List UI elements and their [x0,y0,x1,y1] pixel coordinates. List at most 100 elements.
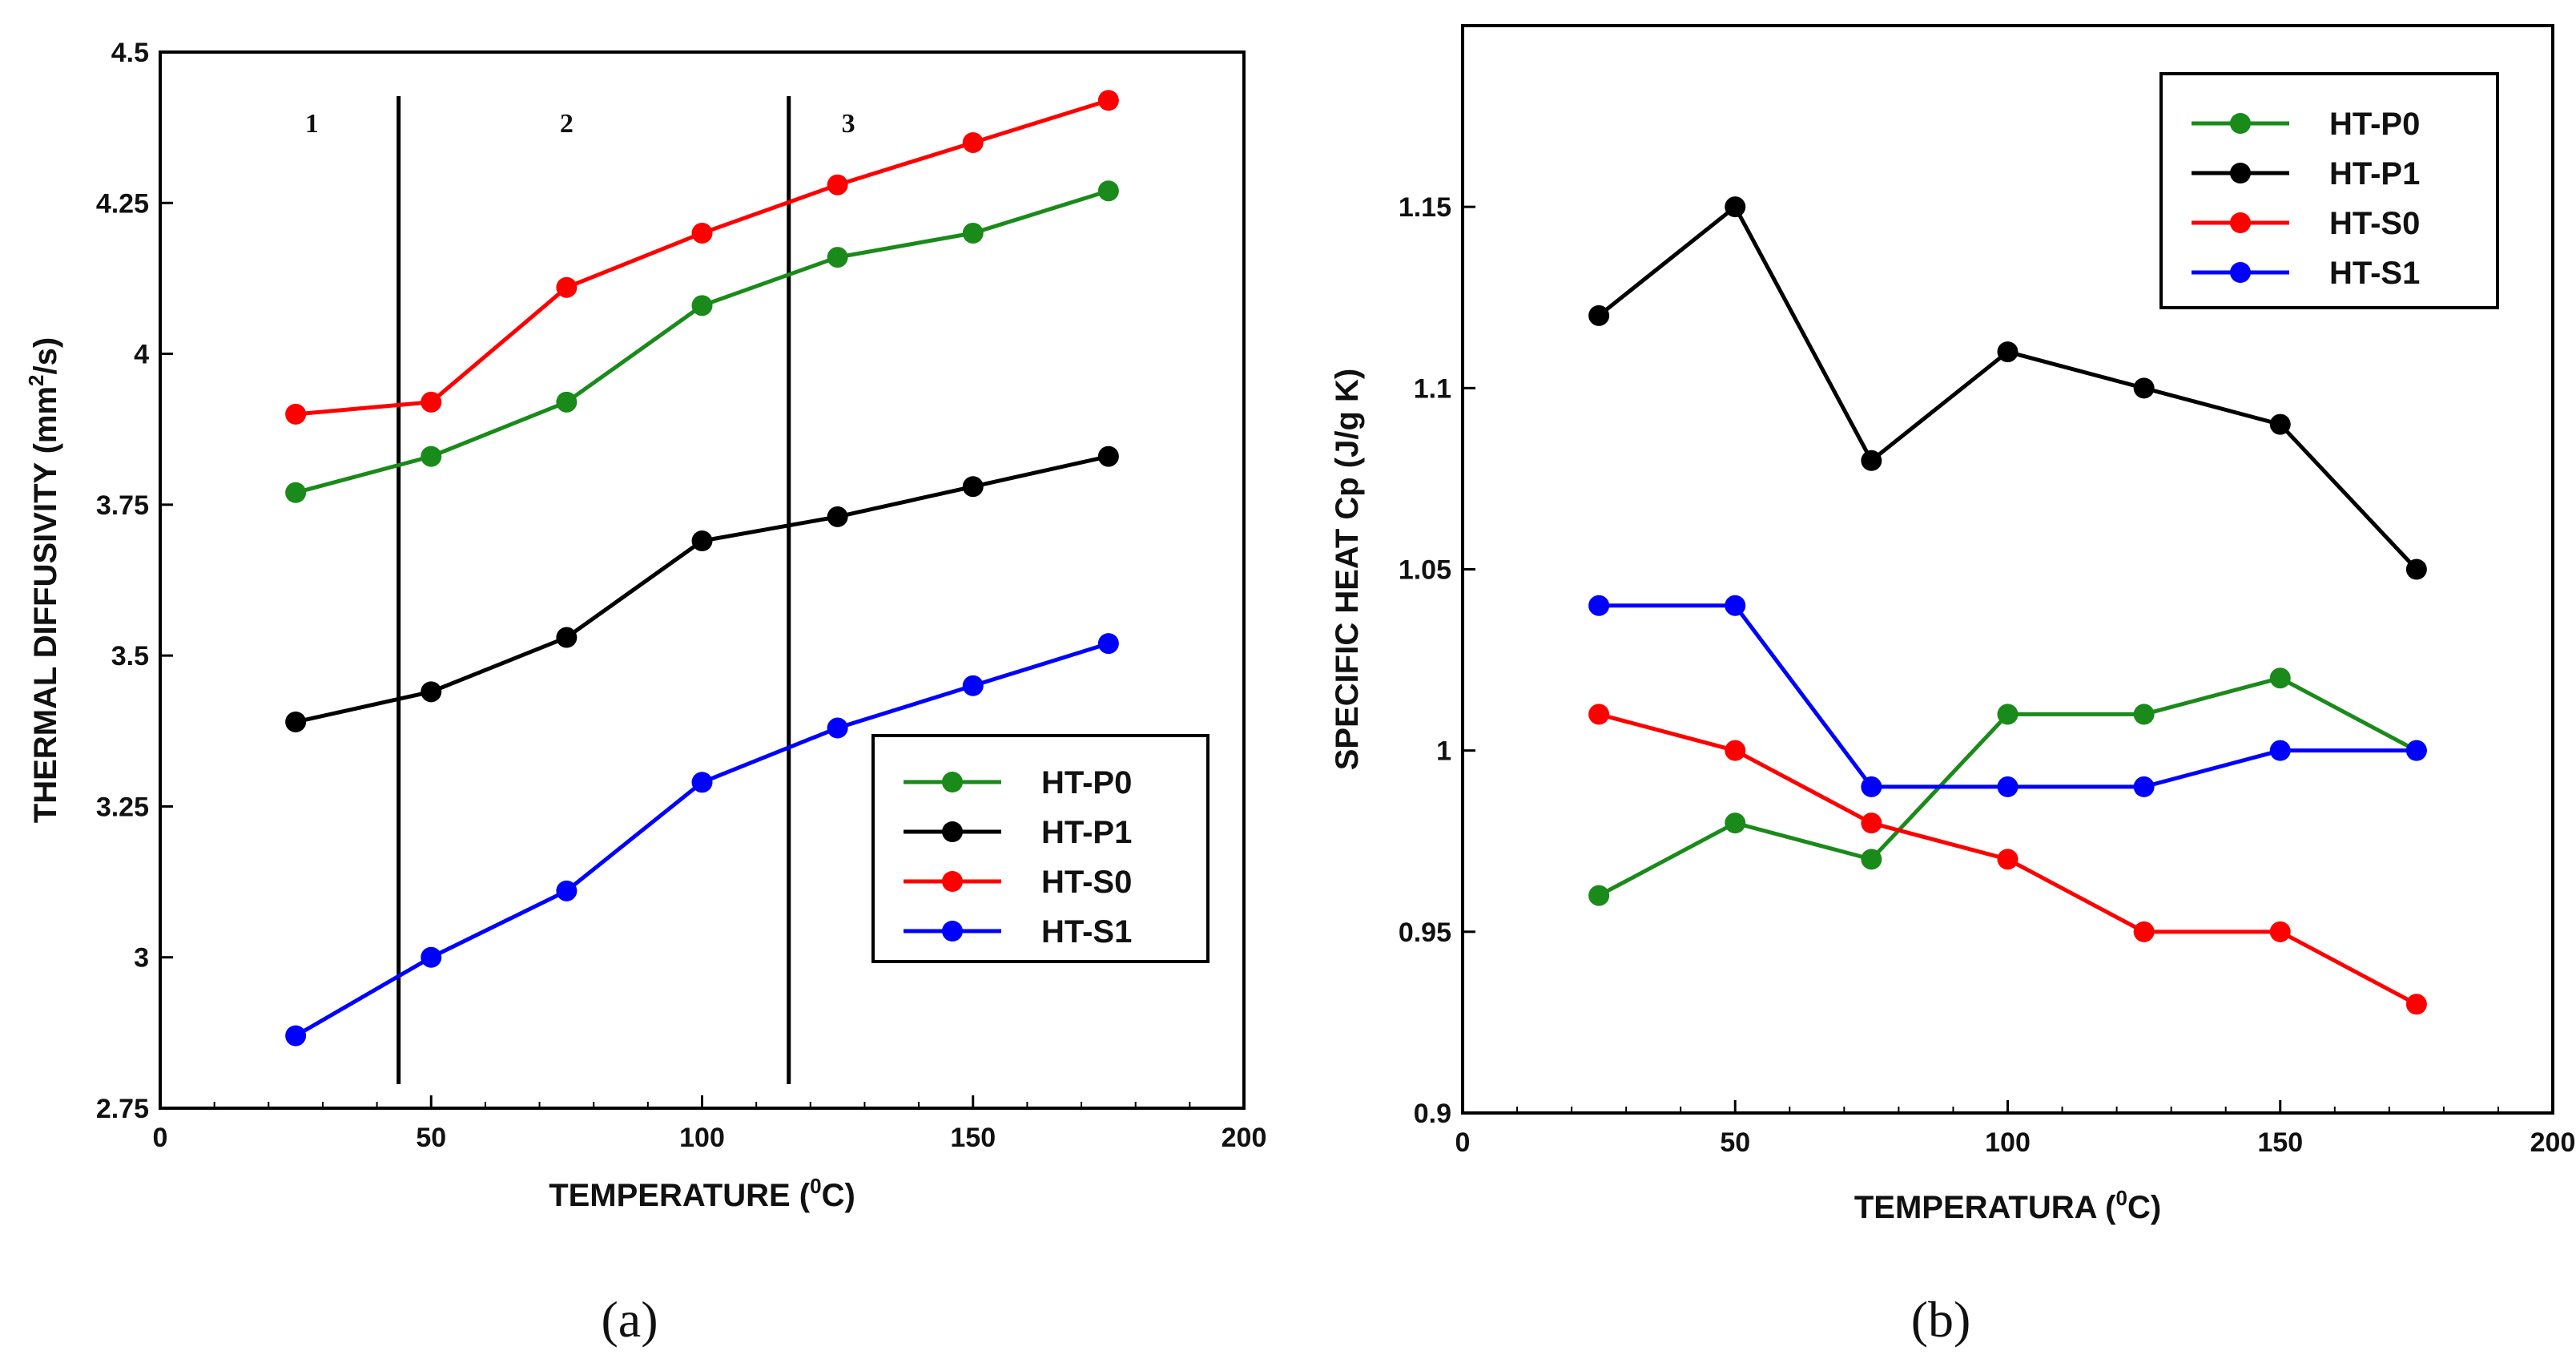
x-tick-label: 50 [416,1123,446,1153]
y-axis-label: SPECIFIC HEAT Cp (J/g K) [1330,369,1365,770]
y-tick-label: 1.05 [1399,555,1451,586]
x-axis-label: TEMPERATURE (0C) [549,1174,855,1213]
data-point-ht-p1 [2133,377,2155,399]
data-point-ht-s0 [1997,849,2019,870]
x-tick-label: 100 [679,1123,725,1153]
legend-box [2159,72,2499,309]
data-point-ht-s0 [1588,704,1610,725]
x-tick-label: 150 [950,1123,996,1153]
y-tick-label: 1.1 [1414,373,1451,404]
data-point-ht-s1 [2269,740,2291,761]
x-axis-label: TEMPERATURA (0C) [1854,1186,2161,1225]
data-point-ht-p0 [2133,704,2155,725]
legend-box [871,734,1210,963]
x-tick-label: 0 [1455,1127,1471,1158]
x-tick-label: 200 [1222,1123,1267,1153]
y-tick-label: 3.75 [96,490,149,521]
data-point-ht-p0 [1861,849,1882,870]
series-line-ht-s1 [1599,603,2417,789]
chart-panel-b: 0 50 100 150 200 0.9 0.95 1 1.05 1.1 1.15 TEMPERATU… [1330,24,2576,1348]
y-tick-label: 4.25 [96,188,149,219]
region-label: 3 [842,109,855,139]
data-point-ht-p1 [285,711,307,732]
x-tick-label: 200 [2530,1127,2576,1158]
data-point-ht-s0 [1725,740,1746,761]
data-point-ht-p0 [962,222,984,244]
region-label: 2 [560,109,574,139]
panel-label: (a) [601,1291,658,1348]
legend-label: HT-S0 [1041,865,1132,900]
data-point-ht-s0 [2269,921,2291,942]
data-point-ht-s1 [1588,595,1610,616]
legend-label: HT-P1 [1041,815,1132,850]
data-point-ht-p1 [2269,413,2291,435]
legend-label: HT-S1 [1041,914,1132,950]
y-tick-label: 1.15 [1399,192,1451,223]
legend-label: HT-P0 [1041,765,1132,800]
legend-swatch-marker [2230,262,2251,283]
data-point-ht-s1 [1861,776,1882,797]
data-point-ht-p0 [421,446,442,467]
data-point-ht-p1 [1861,450,1882,471]
legend-label: HT-P1 [2329,156,2420,192]
data-point-ht-p0 [1997,704,2019,725]
data-point-ht-p0 [1097,180,1119,202]
y-tick-label: 4.5 [111,38,149,68]
panel-label: (b) [1911,1291,1971,1348]
data-point-ht-s1 [2405,740,2427,761]
legend-swatch-marker [942,821,963,842]
y-axis-label: THERMAL DIFFUSIVITY (mm2/s) [24,337,63,823]
data-point-ht-s0 [2133,921,2155,942]
data-point-ht-p0 [827,247,848,268]
data-point-ht-s0 [1861,813,1882,834]
x-tick-label: 150 [2257,1127,2303,1158]
data-point-ht-s1 [1725,595,1746,616]
y-tick-label: 2.75 [96,1094,149,1124]
data-point-ht-p1 [1997,341,2019,363]
data-point-ht-s0 [421,391,442,413]
data-point-ht-p1 [827,506,848,527]
y-tick-label: 3.25 [96,792,149,822]
data-point-ht-p1 [691,530,713,552]
x-tick-label: 100 [1985,1127,2031,1158]
y-tick-label: 1 [1436,736,1451,767]
legend-swatch-marker [942,871,963,892]
y-tick-label: 0.9 [1414,1099,1451,1129]
y-tick-label: 3 [134,943,149,974]
y-tick-label: 4 [134,340,149,370]
data-point-ht-s1 [1097,633,1119,655]
data-point-ht-p0 [1725,813,1746,834]
data-point-ht-s0 [962,131,984,153]
data-point-ht-s1 [421,946,442,968]
legend-swatch-marker [2230,212,2251,233]
region-label: 1 [305,109,319,139]
data-point-ht-s0 [827,174,848,196]
data-point-ht-p1 [1097,446,1119,467]
data-point-ht-p1 [1725,196,1746,218]
data-point-ht-s1 [962,675,984,696]
legend-label: HT-S0 [2329,206,2420,241]
data-point-ht-s1 [556,880,578,901]
data-point-ht-s1 [827,717,848,739]
data-point-ht-p1 [1588,304,1610,326]
data-point-ht-s1 [285,1025,307,1046]
data-point-ht-p1 [2405,558,2427,580]
data-point-ht-s0 [556,276,578,298]
data-point-ht-s1 [1997,776,2019,797]
data-point-ht-s1 [691,772,713,793]
data-point-ht-s0 [2405,994,2427,1015]
legend-swatch-marker [2230,113,2251,134]
legend-swatch-marker [942,921,963,942]
data-point-ht-s0 [285,403,307,425]
series-line-ht-s0 [295,98,1109,417]
data-point-ht-p1 [556,627,578,648]
data-point-ht-p1 [421,681,442,703]
legend-swatch-marker [2230,163,2251,183]
x-tick-label: 0 [153,1123,168,1153]
y-tick-label: 3.5 [111,641,149,671]
data-point-ht-p0 [556,391,578,413]
data-point-ht-p0 [285,482,307,503]
data-point-ht-p0 [1588,885,1610,906]
x-tick-label: 50 [1720,1127,1750,1158]
